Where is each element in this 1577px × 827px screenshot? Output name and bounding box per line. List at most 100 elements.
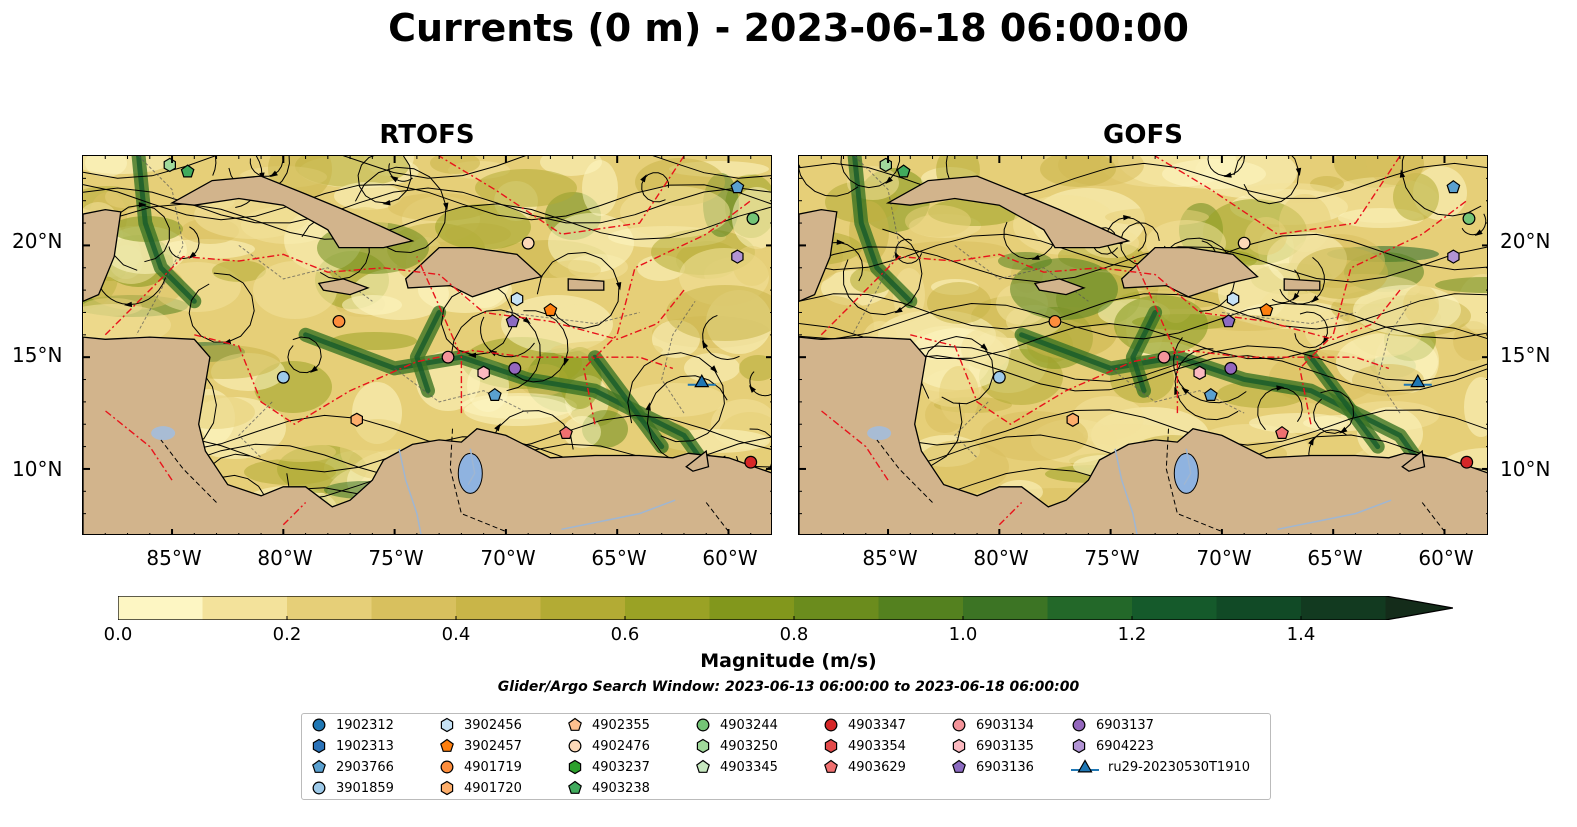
- lake-maracaibo: [1173, 452, 1199, 494]
- land-hispaniola: [1120, 246, 1259, 298]
- float-marker-6903135: [1193, 365, 1206, 380]
- legend-label: 4903354: [848, 738, 906, 754]
- legend-item-4901719: 4901719: [438, 757, 522, 777]
- legend-marker-icon: [1071, 759, 1099, 773]
- current-jet-core: [1308, 354, 1381, 450]
- speed-patch: [563, 416, 601, 448]
- speed-patch: [548, 213, 634, 273]
- streamline-arrow: [563, 357, 569, 366]
- streamline: [83, 156, 771, 179]
- colorbar-segment: [287, 596, 373, 620]
- land-southAmerica: [83, 336, 771, 534]
- rtofs-map[interactable]: [82, 155, 772, 535]
- float-marker-2903766: [487, 387, 502, 401]
- eez-boundary: [998, 502, 1023, 526]
- river: [398, 448, 422, 534]
- eez-boundary: [416, 256, 463, 414]
- legend-label: 4901720: [464, 780, 522, 796]
- lat-label-10n-right: 10°N: [1500, 457, 1551, 481]
- speed-patch: [582, 160, 618, 216]
- legend-item-4903345: 4903345: [694, 757, 778, 777]
- float-marker-2903766: [1203, 387, 1218, 401]
- legend-marker-icon: [440, 760, 454, 774]
- colorbar-tick: 0.2: [272, 624, 302, 645]
- legend-item-6903134: 6903134: [950, 715, 1034, 735]
- float-marker-6903134: [1157, 350, 1171, 364]
- land-puertoRico: [567, 278, 605, 291]
- legend-label: 4903345: [720, 759, 778, 775]
- streamline-arrow: [894, 307, 903, 314]
- streamline: [799, 167, 859, 197]
- streamline-arrow: [138, 202, 147, 208]
- legend-item-3902456: 3902456: [438, 715, 522, 735]
- lake-maracaibo: [457, 452, 483, 494]
- float-marker-6904223: [731, 249, 744, 264]
- legend-item-3902457: 3902457: [438, 736, 522, 756]
- float-marker-3901859: [276, 370, 290, 384]
- legend-label: 1902313: [336, 738, 394, 754]
- colorbar-segment: [1301, 596, 1387, 620]
- streamline-arrow: [443, 202, 449, 211]
- float-marker-4903250: [163, 157, 177, 173]
- streamline-arrow: [269, 170, 278, 178]
- speed-patch: [739, 355, 771, 381]
- colorbar-segment: [625, 596, 711, 620]
- speed-patch: [1366, 156, 1424, 185]
- lon-label-60w-rtofs: 60°W: [702, 546, 758, 570]
- bathymetry-contour: [238, 245, 373, 302]
- float-marker-4901720: [1066, 412, 1079, 427]
- river: [561, 499, 676, 531]
- legend-label: ru29-20230530T1910: [1108, 759, 1251, 775]
- land-cuba: [885, 175, 1131, 249]
- national-border: [705, 502, 729, 532]
- speed-patch: [1040, 156, 1116, 187]
- float-marker-6903135: [477, 365, 490, 380]
- float-marker-4903238: [180, 164, 195, 178]
- speed-patch: [1403, 285, 1439, 325]
- streamline: [799, 293, 1487, 330]
- eez-boundary: [282, 502, 307, 526]
- streamline-arrow: [494, 423, 501, 432]
- legend-item-ru29-20230530T1910: ru29-20230530T1910: [1070, 757, 1250, 777]
- gofs-map[interactable]: [798, 155, 1488, 535]
- streamline-arrow: [1236, 535, 1244, 536]
- panel-title-gofs: GOFS: [1103, 120, 1183, 150]
- legend-label: 1902312: [336, 717, 394, 733]
- legend-item-3901859: 3901859: [310, 778, 394, 798]
- streamline-arrow: [1031, 254, 1040, 260]
- lon-label-70w-rtofs: 70°W: [480, 546, 536, 570]
- float-marker-3902456: [1226, 291, 1240, 307]
- streamline-arrow: [640, 174, 647, 183]
- streamline: [799, 162, 1487, 199]
- current-jet-core: [1130, 310, 1158, 394]
- eez-boundary: [583, 200, 752, 425]
- legend-marker-icon: [952, 738, 966, 754]
- float-marker-4901719: [332, 314, 346, 328]
- speed-patch: [212, 260, 266, 282]
- legend-item-4902355: 4902355: [566, 715, 650, 735]
- land-trinidad: [685, 449, 710, 472]
- colorbar-segment: [1216, 596, 1302, 620]
- legend-label: 6903136: [976, 759, 1034, 775]
- speed-patch: [1162, 159, 1266, 189]
- eez-boundary: [438, 156, 685, 235]
- float-marker-2903766: [1446, 180, 1461, 194]
- speed-patch: [83, 156, 171, 174]
- national-border: [1421, 502, 1445, 532]
- land-southAmerica: [799, 336, 1487, 534]
- land-yucatan: [799, 208, 838, 303]
- legend-marker-icon: [312, 759, 326, 773]
- eez-boundary: [104, 410, 173, 481]
- float-marker-4903244: [746, 212, 760, 226]
- legend-item-1902312: 1902312: [310, 715, 394, 735]
- land-trinidad: [1401, 449, 1426, 472]
- legend-marker-icon: [568, 759, 582, 775]
- speed-patch: [464, 396, 572, 426]
- streamline-arrow: [1308, 437, 1314, 446]
- legend-marker-icon: [696, 718, 710, 732]
- bathymetry-contour: [954, 245, 1089, 302]
- float-marker-4901720: [350, 412, 363, 427]
- land-jamaica: [1033, 278, 1086, 296]
- bathymetry-contour: [1110, 368, 1245, 414]
- lat-label-20n-left: 20°N: [12, 229, 63, 253]
